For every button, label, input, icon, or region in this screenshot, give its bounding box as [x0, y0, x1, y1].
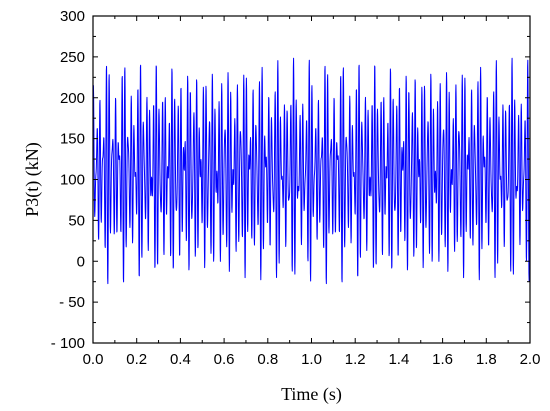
y-tick-label: 50 — [68, 212, 85, 229]
x-tick-label: 0.8 — [257, 351, 278, 368]
x-tick-label: 1.2 — [345, 351, 366, 368]
y-axis-label: P3(t) (kN) — [22, 142, 43, 217]
y-tick-label: 150 — [60, 131, 85, 148]
y-tick-label: - 50 — [59, 294, 85, 311]
x-tick-label: 1.8 — [476, 351, 497, 368]
x-axis-label: Time (s) — [281, 384, 342, 405]
x-tick-label: 0.6 — [214, 351, 235, 368]
x-tick-label: 0.0 — [83, 351, 104, 368]
series-line-0 — [92, 57, 531, 285]
x-tick-label: 1.6 — [432, 351, 453, 368]
y-tick-label: 100 — [60, 172, 85, 189]
x-axis: 0.0 0.2 0.4 0.6 0.8 1.0 1.2 1.4 1.6 1.8 2.0 — [83, 16, 541, 368]
x-tick-label: 1.0 — [301, 351, 322, 368]
y-tick-label: - 100 — [51, 335, 85, 352]
x-tick-label: 2.0 — [520, 351, 541, 368]
y-tick-label: 0 — [77, 253, 85, 270]
y-tick-label: 200 — [60, 90, 85, 107]
x-tick-label: 1.4 — [388, 351, 409, 368]
y-axis: - 100 - 50 0 50 100 150 200 250 300 — [51, 8, 530, 352]
y-tick-label: 250 — [60, 49, 85, 66]
y-tick-label: 300 — [60, 8, 85, 25]
x-tick-label: 0.4 — [170, 351, 191, 368]
x-tick-label: 0.2 — [126, 351, 147, 368]
series-layer — [92, 57, 531, 285]
